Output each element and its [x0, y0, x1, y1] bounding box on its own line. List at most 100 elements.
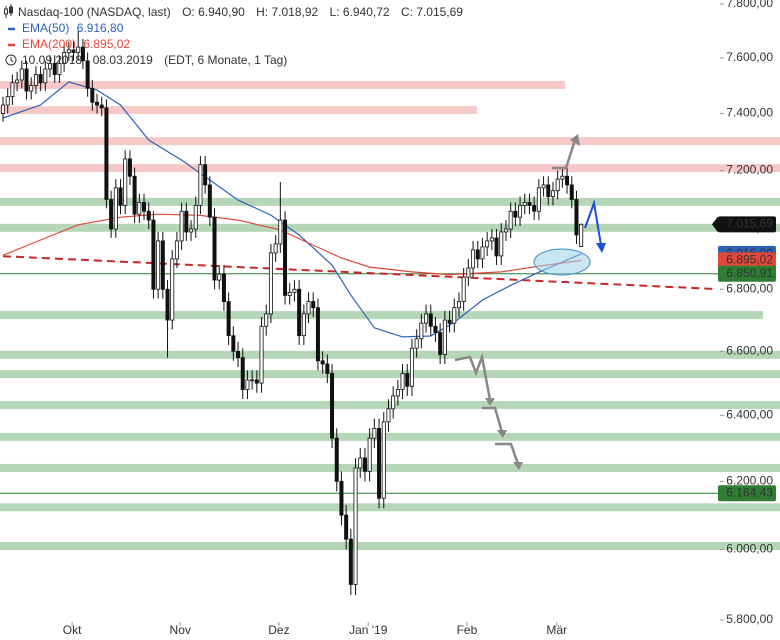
candle-body	[428, 313, 433, 327]
candle-body	[226, 301, 231, 337]
candle-body	[212, 216, 217, 281]
zone	[0, 223, 780, 232]
candle-body	[254, 379, 259, 384]
axes: 5.800,00 6.000,00 6.200,00 6.400,00 6.600,00…	[63, 0, 774, 637]
zone	[0, 106, 477, 115]
candle-body	[546, 184, 551, 197]
subtitle: 10.09.2018 - 08.03.2019	[22, 53, 153, 67]
ema-line	[2, 81, 582, 338]
scenario-arrow	[482, 406, 504, 433]
legend-label: EMA(50)	[22, 21, 69, 35]
candle-body	[344, 514, 349, 540]
y-tick-label: 6.000,00	[726, 542, 773, 556]
candle-body	[330, 373, 335, 439]
candle-body	[447, 319, 452, 324]
ema-end-label-box	[718, 252, 776, 269]
candle-body	[278, 219, 283, 245]
candle-body	[367, 437, 372, 472]
ohlc-label: O: 6.940,90	[182, 5, 245, 19]
candle-body	[405, 373, 410, 387]
price-pointer	[712, 216, 718, 233]
scenario-arrow	[495, 442, 520, 465]
candle-body	[283, 219, 288, 296]
candle-body	[386, 408, 391, 423]
ohlc-label: C: 7.015,69	[401, 5, 463, 19]
candle-body	[297, 288, 302, 337]
candle-body	[433, 325, 438, 333]
zone	[0, 370, 780, 379]
candle-body	[118, 187, 123, 206]
level-label: 6.164,43	[726, 485, 773, 499]
candle-body	[66, 49, 71, 53]
y-tick-label: 6.200,00	[726, 474, 773, 488]
candle-body	[311, 301, 316, 309]
candle-body	[99, 104, 104, 109]
price-label: 7.015,69	[726, 217, 773, 231]
candle-body	[532, 204, 537, 212]
candle-body	[273, 243, 278, 254]
candle-body	[57, 63, 62, 75]
candle-body	[456, 301, 461, 309]
zone	[0, 432, 780, 441]
candle-body	[151, 219, 156, 290]
candle-body	[48, 63, 53, 70]
candle-body	[348, 538, 353, 585]
zone	[0, 463, 780, 472]
candle-body	[245, 379, 250, 390]
scenario-arrow	[552, 139, 577, 170]
ema-end-label: 6.895,02	[726, 253, 773, 267]
zone	[0, 542, 780, 551]
candle-body	[409, 347, 414, 387]
candle-body	[165, 288, 170, 321]
candle-body	[207, 184, 212, 218]
candle-body	[231, 335, 236, 352]
zone	[0, 311, 764, 320]
y-tick-label: 5.800,00	[726, 612, 773, 626]
y-tick-label: 7.400,00	[726, 106, 773, 120]
candle-body	[1, 104, 6, 114]
candle-body	[475, 249, 480, 260]
candle-body	[250, 379, 255, 382]
candle-body	[424, 313, 429, 324]
zone	[0, 137, 780, 146]
candle-body	[574, 199, 579, 236]
candle-body	[513, 210, 518, 218]
candles	[1, 30, 584, 596]
candle-body	[292, 288, 297, 293]
candle-body	[372, 427, 377, 439]
arrow-head	[596, 243, 606, 253]
candle-body	[221, 273, 226, 302]
zone	[0, 503, 780, 512]
candle-body	[499, 231, 504, 257]
ohlc-label: L: 6.940,72	[330, 5, 390, 19]
x-tick-label: Okt	[63, 623, 82, 637]
candle-body	[71, 49, 76, 53]
candle-body	[268, 252, 273, 315]
scenario-arrow	[584, 199, 602, 246]
candle-body	[156, 240, 161, 290]
candle-body	[127, 158, 132, 177]
candle-body	[400, 373, 405, 390]
candle-body	[184, 210, 189, 233]
price-label-box	[718, 216, 776, 233]
candle-body	[391, 395, 396, 410]
candle-body	[466, 267, 471, 278]
annotations	[454, 134, 606, 470]
legend-value: 6.895,02	[83, 37, 130, 51]
candle-body	[325, 363, 330, 374]
legend-label: EMA(200)	[22, 37, 76, 51]
candle-body	[503, 228, 508, 233]
candle-body	[381, 421, 386, 499]
candle-body	[189, 228, 194, 233]
y-tick-label: 7.800,00	[726, 0, 773, 10]
y-tick-label: 6.600,00	[726, 344, 773, 358]
candle-body	[43, 68, 48, 84]
legend-value: 6.916,80	[77, 21, 124, 35]
candle-body	[334, 437, 339, 482]
price-labels: 7.015,696.916,806.895,026.850,916.164,43	[712, 216, 776, 502]
clock-icon	[5, 54, 17, 66]
y-tick-label: 7.200,00	[726, 163, 773, 177]
candle-body	[452, 307, 457, 324]
candle-body	[113, 187, 118, 230]
